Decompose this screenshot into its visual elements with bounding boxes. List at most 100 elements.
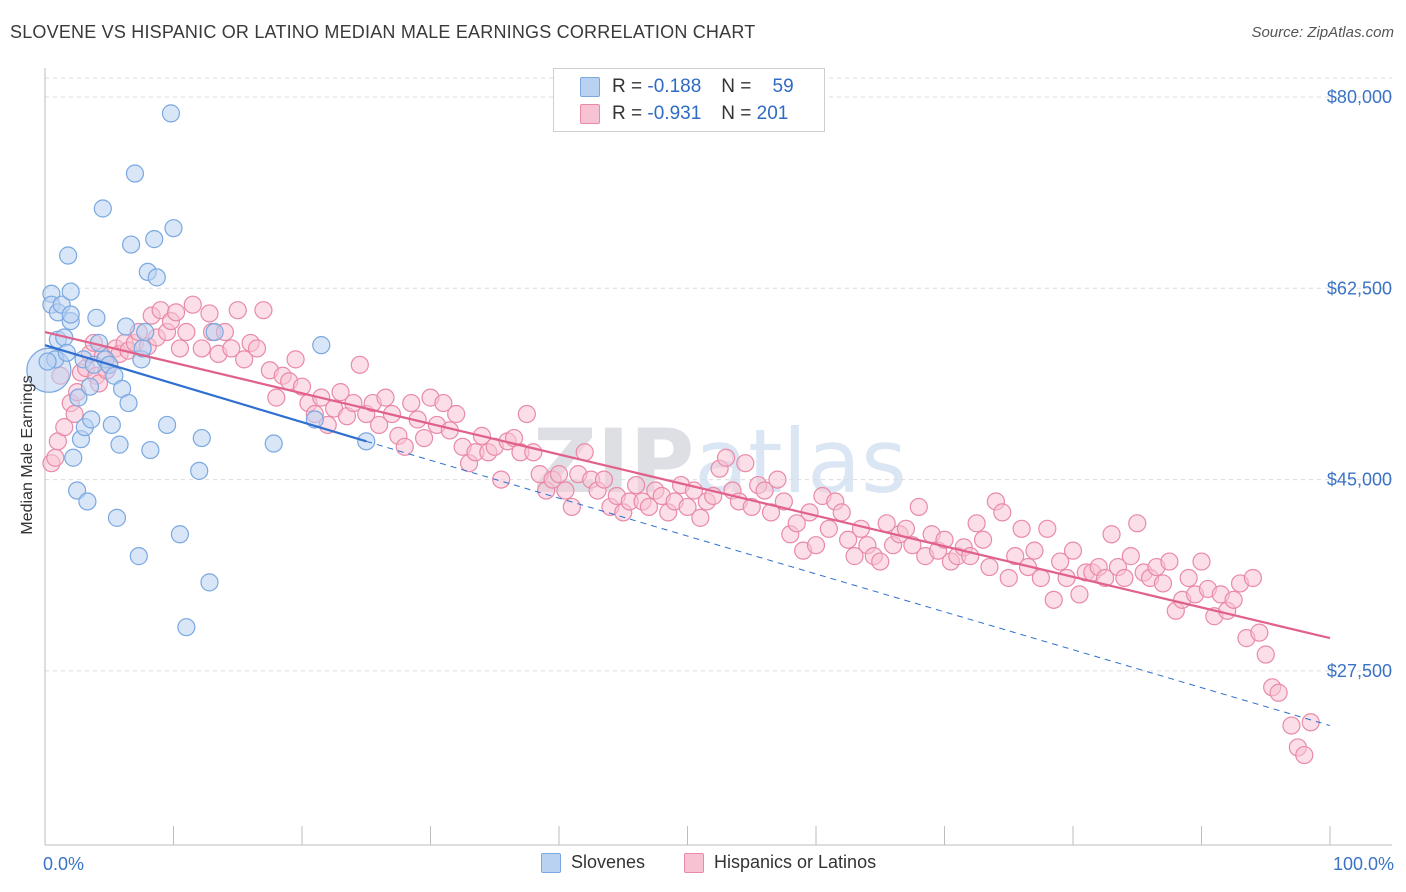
hispanic-point xyxy=(1153,574,1173,593)
series-legend: Slovenes Hispanics or Latinos xyxy=(0,852,1406,876)
hispanic-point xyxy=(1038,519,1057,538)
n-value: 201 xyxy=(756,103,789,124)
hispanic-trendline xyxy=(44,330,1331,640)
hispanic-point xyxy=(626,475,646,495)
hispanic-point xyxy=(517,404,536,424)
slovene-point xyxy=(264,434,283,453)
hispanic-point xyxy=(1012,519,1031,538)
slovene-point xyxy=(164,219,183,238)
slovene-point xyxy=(116,317,136,336)
hispanic-point xyxy=(1051,552,1070,571)
hispanic-point xyxy=(222,339,241,358)
y-tick-label: $80,000 xyxy=(1327,87,1392,107)
y-tick-label: $62,500 xyxy=(1327,278,1392,298)
hispanic-point xyxy=(999,568,1018,588)
stats-row-slovenes: R = -0.188 N = 59 xyxy=(554,74,794,100)
hispanic-point xyxy=(414,428,434,448)
hispanic-point xyxy=(1179,568,1198,588)
hispanic-point xyxy=(1044,590,1063,609)
legend-item-hispanics[interactable]: Hispanics or Latinos xyxy=(684,852,876,873)
source-label: Source: ZipAtlas.com xyxy=(1251,24,1394,41)
hispanic-point xyxy=(909,497,928,517)
n-value: 59 xyxy=(772,76,794,97)
hispanic-point xyxy=(980,557,999,577)
hispanic-point xyxy=(402,393,421,413)
hispanic-point xyxy=(774,492,793,511)
slovene-point xyxy=(110,435,129,454)
chart-title: SLOVENE VS HISPANIC OR LATINO MEDIAN MAL… xyxy=(10,22,756,42)
hispanic-point xyxy=(1063,541,1083,560)
hispanic-point xyxy=(993,503,1012,522)
slovene-point xyxy=(136,322,155,342)
hispanic-point xyxy=(177,322,196,342)
hispanic-point xyxy=(331,383,350,402)
hispanic-point xyxy=(839,530,858,549)
n-label: N = xyxy=(721,103,752,124)
slovene-point xyxy=(61,282,80,301)
hispanic-point xyxy=(292,377,312,396)
slovene-point xyxy=(59,246,78,265)
slovene-point xyxy=(192,428,211,448)
hispanic-point xyxy=(678,497,697,517)
legend-label-slovenes: Slovenes xyxy=(571,852,646,872)
hispanic-point xyxy=(768,470,787,489)
hispanic-point xyxy=(736,454,755,473)
hispanic-point xyxy=(1224,590,1243,609)
hispanic-point xyxy=(200,304,219,323)
slovene-point xyxy=(119,393,138,413)
hispanic-point xyxy=(447,404,466,424)
slovene-point xyxy=(82,410,101,429)
hispanic-point xyxy=(1102,525,1121,544)
slovene-point xyxy=(125,164,145,183)
stats-row-hispanics: R = -0.931 N = 201 xyxy=(554,101,788,127)
hispanic-point xyxy=(1057,568,1076,588)
slovene-point xyxy=(200,573,219,592)
hispanic-point xyxy=(755,481,774,500)
hispanic-point xyxy=(594,470,614,489)
hispanic-point xyxy=(247,339,267,358)
slovene-point xyxy=(205,322,224,342)
hispanic-point xyxy=(935,530,954,549)
hispanic-point xyxy=(973,530,993,549)
hispanic-point xyxy=(55,418,74,437)
hispanics-legend-swatch xyxy=(684,852,704,873)
hispanic-point xyxy=(1121,547,1140,566)
hispanic-point xyxy=(286,350,305,369)
slovene-point xyxy=(61,305,80,324)
hispanic-point xyxy=(1269,683,1288,702)
hispanics-swatch xyxy=(580,104,600,124)
slovene-point xyxy=(80,377,100,396)
slovene-point xyxy=(69,388,88,407)
hispanic-point xyxy=(370,415,389,435)
legend-item-slovenes[interactable]: Slovenes xyxy=(541,852,645,873)
hispanic-point xyxy=(871,552,890,571)
hispanic-point xyxy=(967,514,986,533)
hispanic-point xyxy=(639,497,659,517)
hispanic-point xyxy=(166,303,186,322)
slovene-point xyxy=(102,415,121,435)
stats-legend: R = -0.188 N = 59 R = -0.931 N = 201 xyxy=(553,68,825,132)
legend-label-hispanics: Hispanics or Latinos xyxy=(714,852,877,872)
slovene-point xyxy=(190,461,209,480)
hispanic-point xyxy=(556,481,575,500)
hispanic-point xyxy=(1115,568,1134,588)
slovene-trendline-extension xyxy=(366,440,1331,727)
hispanic-point xyxy=(1128,514,1147,533)
slovene-point xyxy=(145,230,164,249)
hispanic-point xyxy=(492,470,511,489)
slovene-point xyxy=(38,352,57,371)
slovenes-swatch xyxy=(580,77,600,97)
x-tick-label: 0.0% xyxy=(43,854,84,874)
hispanic-point xyxy=(1243,568,1263,588)
hispanic-point xyxy=(1250,623,1269,642)
hispanic-point xyxy=(742,497,761,517)
slovene-point xyxy=(147,268,166,287)
hispanic-point xyxy=(716,448,736,467)
slovene-point xyxy=(312,336,331,355)
hispanic-point xyxy=(1070,585,1089,604)
slovene-point xyxy=(170,525,190,544)
hispanic-point xyxy=(691,508,710,527)
x-tick-label: 100.0% xyxy=(1333,854,1394,874)
slovene-point xyxy=(141,440,160,460)
